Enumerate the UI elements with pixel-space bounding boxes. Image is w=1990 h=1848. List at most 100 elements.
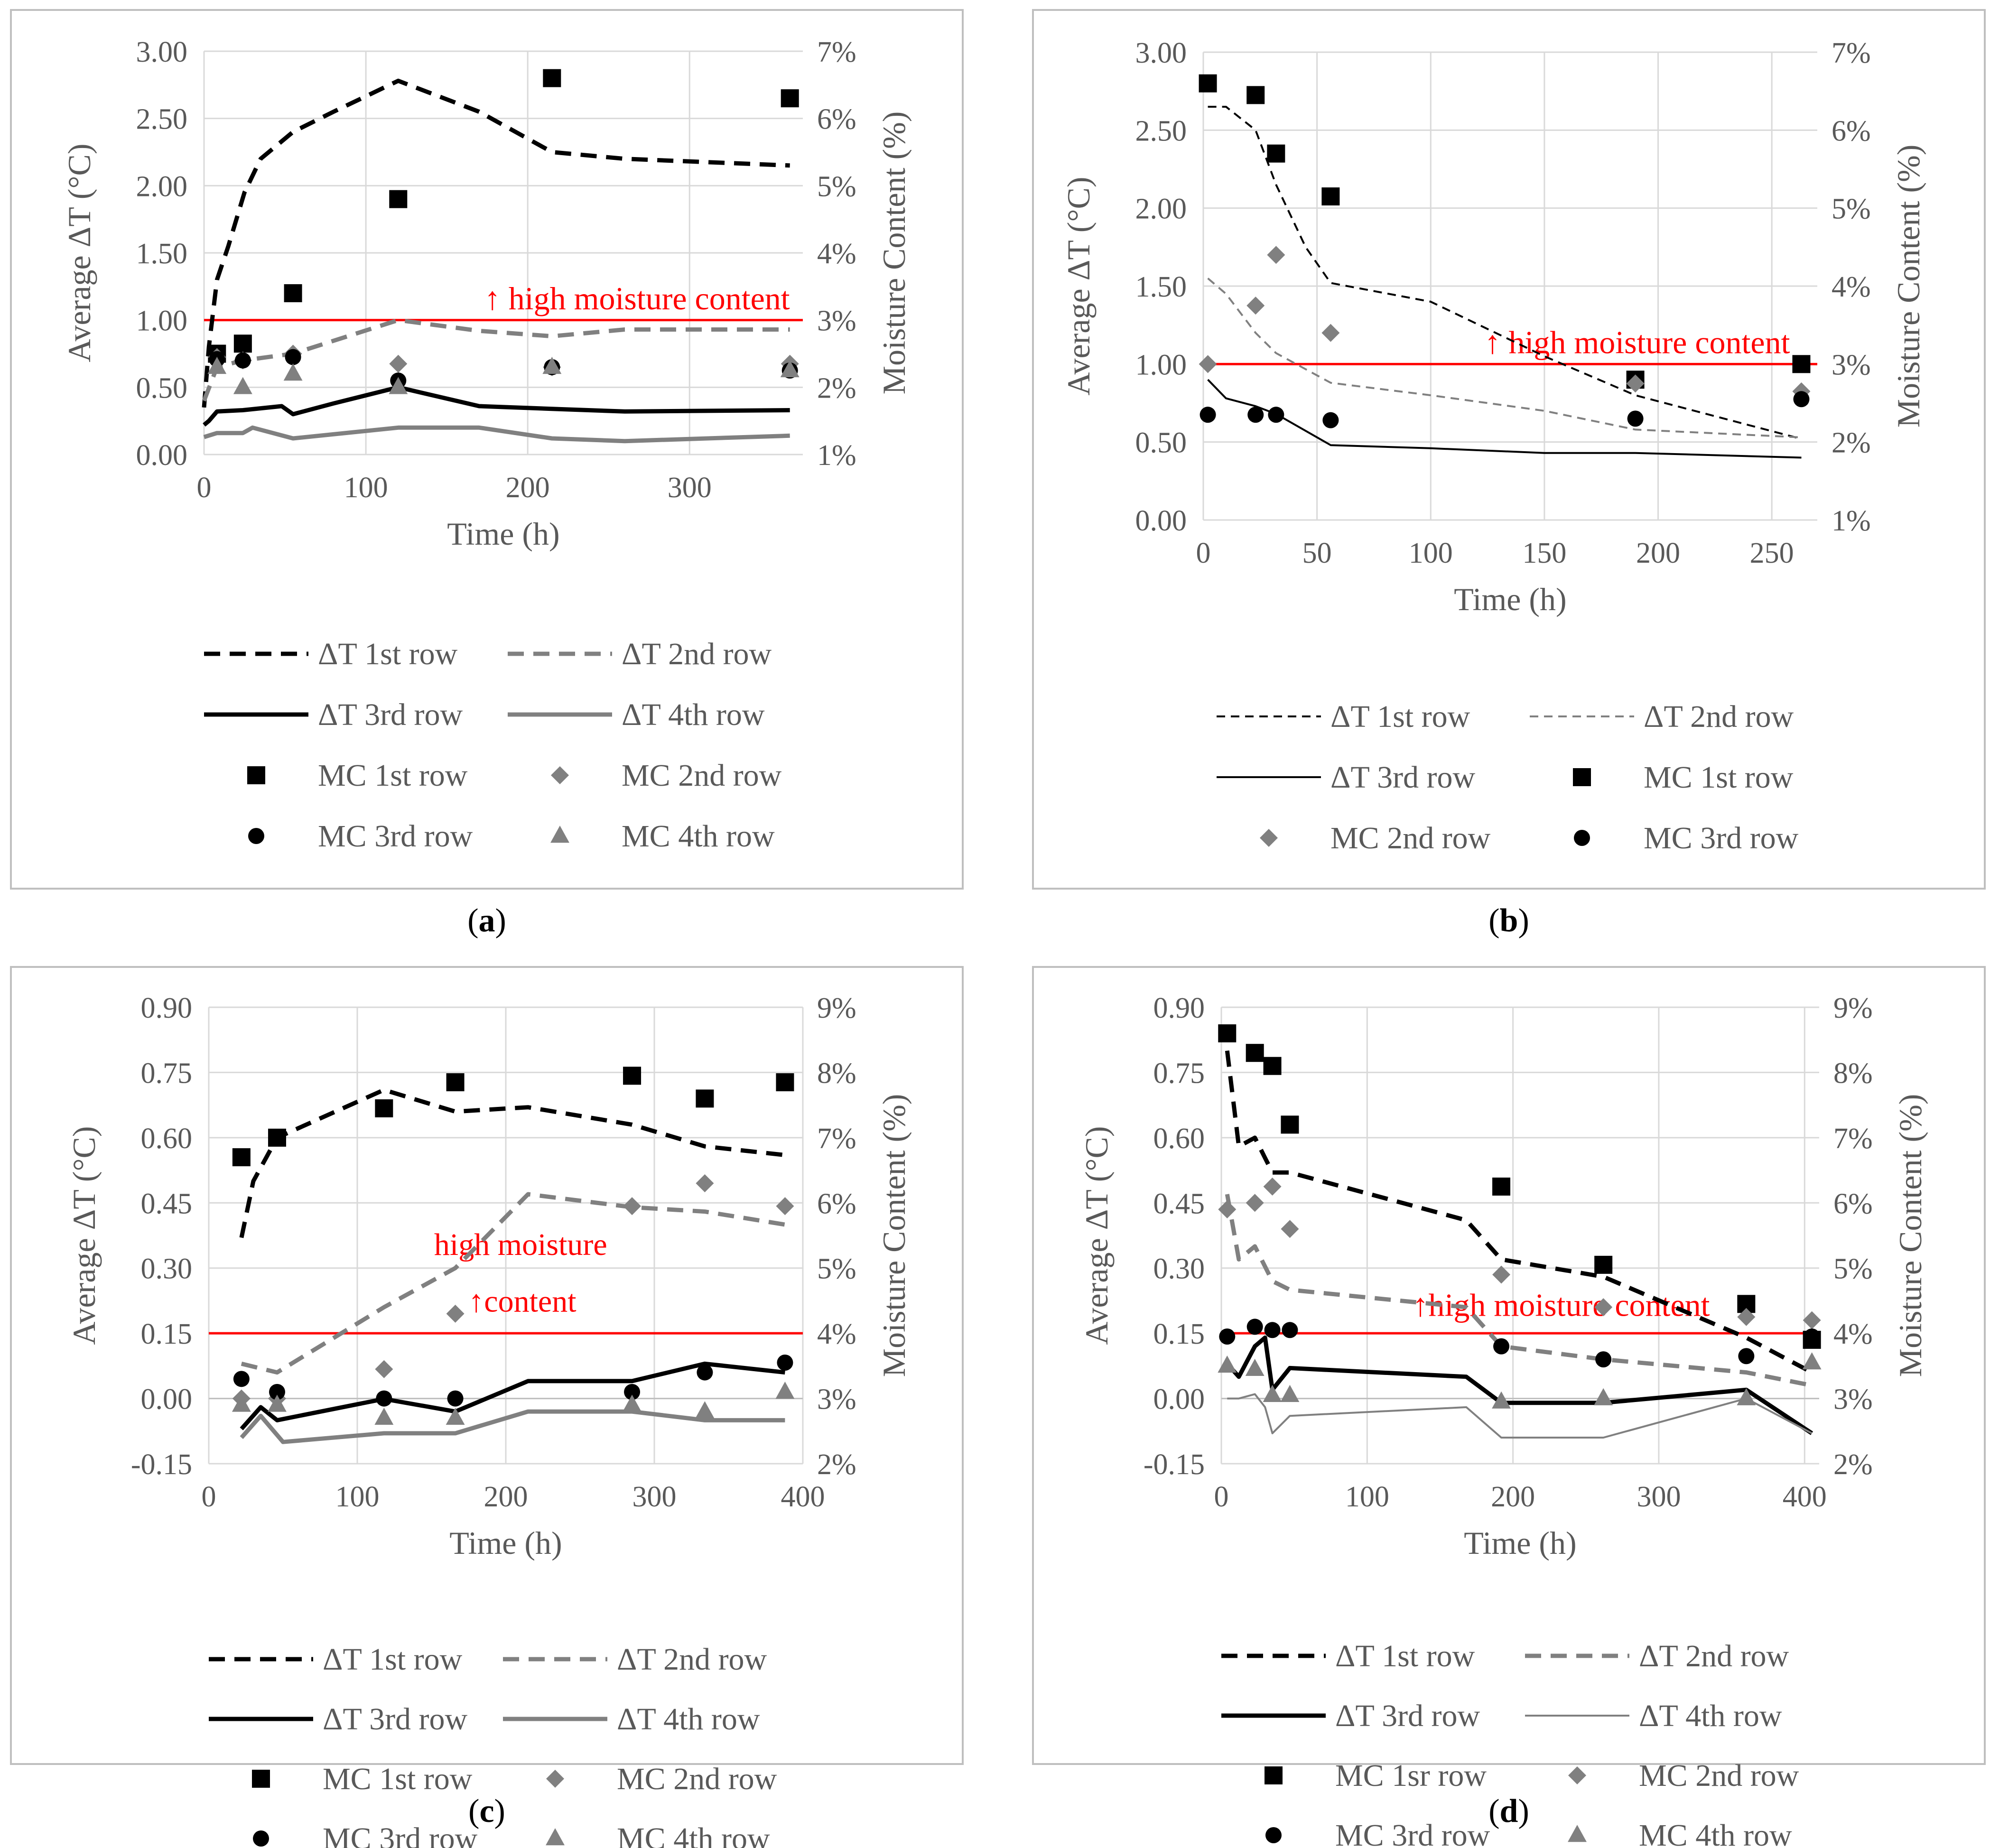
data-point — [1280, 1384, 1300, 1402]
data-point — [446, 1073, 465, 1092]
series-line — [240, 1409, 785, 1444]
y2-tick-label: 8% — [1833, 1057, 1873, 1089]
y-tick-label: 0.50 — [136, 372, 188, 404]
y-tick-label: 0.60 — [1153, 1123, 1205, 1155]
data-point — [623, 1067, 642, 1085]
x-tick-label: 0 — [1196, 537, 1211, 569]
data-point — [233, 334, 252, 353]
y-tick-label: 0.60 — [141, 1123, 193, 1155]
series-line — [203, 385, 790, 427]
legend-swatch — [1265, 1766, 1283, 1784]
y-tick-label: 0.45 — [141, 1188, 193, 1220]
data-point — [1199, 74, 1217, 93]
x-tick-label: 50 — [1302, 537, 1332, 569]
data-point — [207, 356, 227, 374]
legend-swatch — [1573, 768, 1591, 786]
data-point — [1263, 1384, 1282, 1402]
legend-swatch — [551, 766, 569, 784]
y2-axis-title: Moisture Content (%) — [1890, 145, 1926, 428]
x-axis-title: Time (h) — [449, 1525, 562, 1561]
data-point — [1263, 1057, 1282, 1075]
y2-tick-label: 5% — [817, 1253, 856, 1285]
y2-tick-label: 1% — [1832, 505, 1871, 537]
data-point — [1594, 1298, 1613, 1317]
legend-swatch — [1574, 830, 1590, 846]
y2-tick-label: 6% — [1833, 1188, 1873, 1220]
legend-label: MC 1sr row — [1335, 1758, 1487, 1793]
data-point — [1246, 1194, 1264, 1212]
legend-swatch — [546, 1828, 565, 1846]
data-point — [1218, 1024, 1237, 1042]
data-point — [1793, 391, 1810, 408]
x-axis-title: Time (h) — [447, 516, 559, 552]
series-line — [241, 1192, 786, 1375]
data-point — [1595, 1351, 1612, 1368]
data-point — [543, 69, 561, 87]
legend-swatch — [546, 1770, 564, 1788]
data-point — [1281, 1220, 1299, 1238]
y2-tick-label: 4% — [817, 238, 856, 270]
data-point — [542, 356, 562, 374]
data-point — [1737, 1308, 1756, 1326]
data-point — [1218, 1200, 1237, 1219]
y-tick-label: 2.50 — [136, 103, 188, 136]
data-point — [1281, 1115, 1299, 1134]
x-tick-label: 300 — [632, 1481, 677, 1513]
y2-tick-label: 7% — [1832, 37, 1871, 69]
chart-panel-a: 0.00 0.50 1.00 1.50 2.00 2.50 3.00 1% 2% 3% 4% 5% 6%… — [9, 9, 964, 939]
y2-tick-label: 1% — [817, 439, 856, 472]
data-point — [1594, 1255, 1613, 1274]
data-point — [776, 1073, 794, 1092]
series-line — [1225, 1194, 1813, 1388]
data-point — [233, 377, 252, 394]
y-tick-label: 0.75 — [1153, 1057, 1205, 1089]
data-point — [696, 1089, 714, 1108]
y2-tick-label: 3% — [1832, 349, 1871, 381]
x-tick-label: 150 — [1522, 537, 1566, 569]
series-line — [1207, 278, 1802, 438]
y-tick-label: 1.00 — [136, 305, 188, 337]
data-point — [233, 1371, 250, 1387]
x-tick-label: 100 — [344, 472, 388, 504]
y2-axis-title: Moisture Content (%) — [1892, 1094, 1928, 1377]
data-point — [1802, 1352, 1822, 1370]
y-axis-title: Average ΔT (°C) — [61, 143, 97, 362]
chart-svg-b: 0.00 0.50 1.00 1.50 2.00 2.50 3.00 1% 2% 3% 4% 5% 6%… — [1032, 9, 1986, 939]
data-point — [623, 1197, 642, 1216]
series-line — [1227, 1393, 1813, 1439]
data-point — [389, 354, 408, 373]
data-point — [374, 1407, 394, 1425]
data-point — [232, 1148, 251, 1167]
y2-tick-label: 7% — [817, 36, 856, 68]
threshold-label: ↑ high moisture content — [1484, 324, 1790, 360]
legend-label: MC 2nd row — [622, 758, 782, 793]
legend-label: ΔT 4th row — [1639, 1699, 1782, 1733]
legend-label: ΔT 3rd row — [318, 697, 463, 732]
data-point — [1321, 187, 1340, 206]
y-tick-label: 0.00 — [1153, 1384, 1205, 1416]
data-point — [1263, 1177, 1282, 1196]
chart-svg-a: 0.00 0.50 1.00 1.50 2.00 2.50 3.00 1% 2% 3% 4% 5% 6%… — [10, 9, 964, 939]
series-line — [1208, 106, 1802, 440]
x-axis-title: Time (h) — [1464, 1525, 1576, 1561]
data-point — [780, 360, 800, 378]
legend-label: ΔT 3rd row — [1330, 760, 1476, 795]
legend-label: MC 3rd row — [1335, 1818, 1490, 1848]
legend-label: ΔT 1st row — [323, 1642, 463, 1677]
x-tick-label: 200 — [1491, 1481, 1535, 1513]
data-point — [284, 284, 302, 302]
x-tick-label: 0 — [1214, 1481, 1229, 1513]
data-point — [1247, 407, 1264, 423]
data-point — [1626, 374, 1645, 393]
y2-tick-label: 5% — [1832, 193, 1871, 225]
data-point — [1321, 324, 1340, 342]
data-point — [624, 1384, 641, 1400]
data-point — [1218, 1356, 1237, 1373]
threshold-label: high moisture — [434, 1227, 607, 1262]
y-tick-label: 0.30 — [1153, 1253, 1205, 1285]
legend-swatch — [252, 1770, 270, 1788]
series-line — [1225, 1335, 1813, 1435]
data-point — [1804, 1328, 1820, 1345]
chart-panel-b: 0.00 0.50 1.00 1.50 2.00 2.50 3.00 1% 2% 3% 4% 5% 6%… — [1032, 9, 1986, 939]
data-point — [447, 1390, 464, 1407]
